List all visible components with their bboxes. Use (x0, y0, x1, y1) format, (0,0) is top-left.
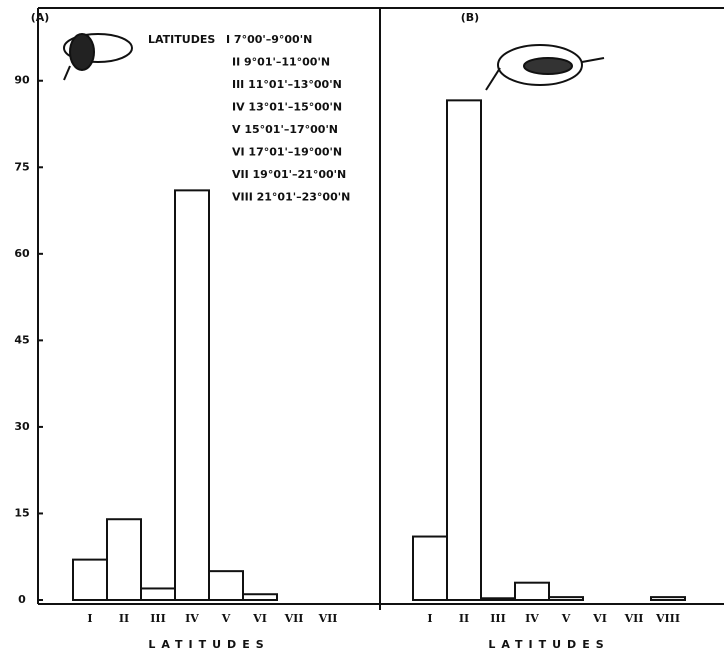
x-tick-label: III (490, 612, 505, 625)
x-tick-label: III (150, 612, 165, 625)
x-tick-label: V (221, 612, 231, 625)
bar (140, 587, 176, 601)
legend-item: IV 13°01'–15°00'N (232, 101, 342, 114)
bar (514, 581, 550, 601)
legend-item: I 7°00'–9°00'N (226, 33, 312, 46)
legend-item: V 15°01'–17°00'N (232, 123, 338, 136)
x-tick-label: VIII (655, 612, 680, 625)
x-tick-label: IV (525, 612, 539, 625)
legend-item: VIII 21°01'–23°00'N (232, 191, 350, 204)
bar (106, 518, 142, 601)
legend-item: III 11°01'–13°00'N (232, 78, 342, 91)
legend-item: II 9°01'–11°00'N (232, 56, 330, 69)
bar (174, 189, 210, 601)
x-tick-label: VI (252, 612, 267, 625)
x-axis-label: LATITUDES (488, 638, 609, 651)
bar (72, 558, 108, 601)
x-tick-label: II (459, 612, 469, 625)
bar (650, 596, 686, 601)
x-tick-label: VII (284, 612, 304, 625)
bar (242, 593, 278, 602)
bar (412, 535, 448, 601)
y-tick-label: 30 (14, 420, 30, 433)
icon-b (485, 44, 605, 91)
x-tick-label: VI (592, 612, 607, 625)
x-tick-label: IV (185, 612, 199, 625)
legend-item: VII 19°01'–21°00'N (232, 168, 346, 181)
x-axis-label: LATITUDES (148, 638, 269, 651)
legend-title: LATITUDES (148, 33, 215, 46)
x-tick-label: II (119, 612, 129, 625)
y-tick-label: 0 (18, 593, 26, 606)
y-tick-label: 90 (14, 74, 30, 87)
bar (446, 99, 482, 601)
panel-label: (B) (461, 11, 479, 24)
y-tick-label: 45 (14, 333, 29, 346)
legend-item: VI 17°01'–19°00'N (232, 146, 342, 159)
icon-a (63, 33, 133, 81)
bar (480, 597, 516, 601)
bar (548, 596, 584, 601)
bar (208, 570, 244, 602)
y-tick-label: 75 (14, 160, 29, 173)
x-tick-label: VII (624, 612, 644, 625)
y-tick-label: 15 (14, 506, 29, 519)
x-tick-label: VII (318, 612, 338, 625)
x-tick-label: I (87, 612, 92, 625)
x-tick-label: V (561, 612, 571, 625)
panel-label: (A) (31, 11, 50, 24)
x-tick-label: I (427, 612, 432, 625)
y-tick-label: 60 (14, 247, 30, 260)
